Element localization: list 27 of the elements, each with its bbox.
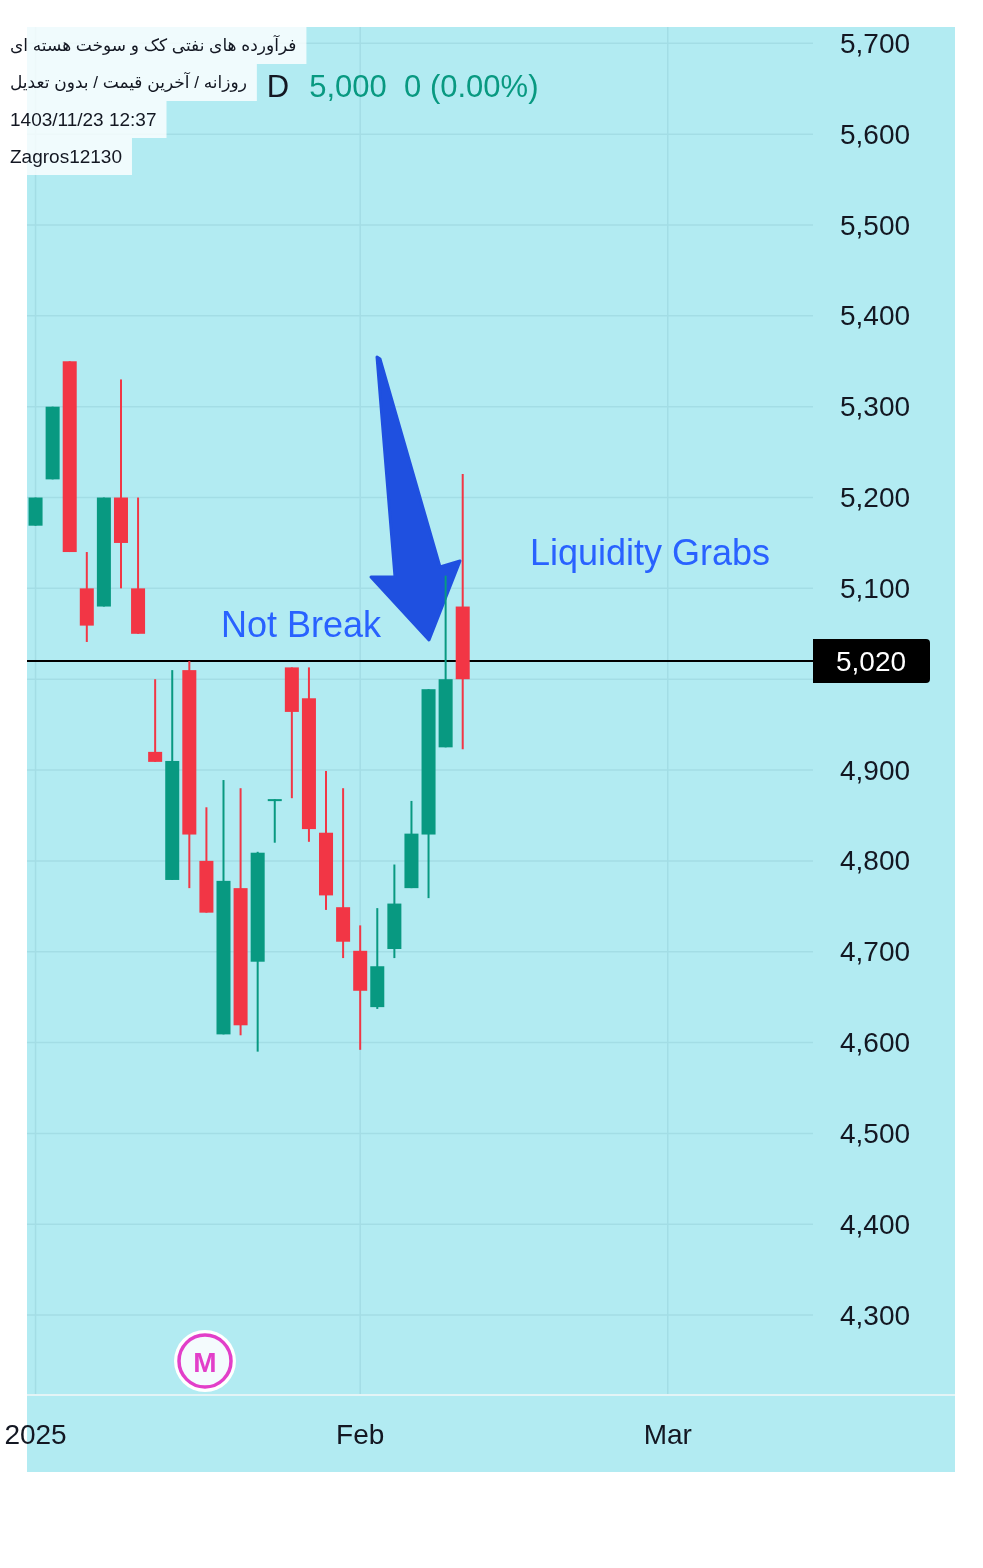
y-tick-label: 5,500 [839, 209, 911, 241]
y-tick-label: 5,600 [839, 118, 911, 150]
annotation: 1403/11/23 12:37 [10, 109, 157, 130]
y-tick-label: 4,900 [839, 754, 911, 786]
annotation: 5,000 0 (0.00%) [309, 69, 539, 104]
y-tick-label: 5,700 [839, 27, 911, 59]
annotation: D [266, 69, 290, 104]
y-tick-label: 4,300 [839, 1299, 911, 1331]
y-tick-label: 4,400 [839, 1208, 911, 1240]
y-tick-label: 5,300 [839, 391, 911, 423]
text: روزانه / آخرین قیمت / بدون تعدیل [10, 73, 247, 92]
y-tick-label: 4,600 [839, 1027, 911, 1059]
y-tick-label: 4,700 [839, 936, 911, 968]
x-tick-label: Feb [336, 1418, 385, 1450]
annotation: M [193, 1346, 217, 1378]
annotation: Liquidity Grabs [530, 531, 771, 573]
ref-line-label: 5,020 [835, 645, 907, 677]
y-tick-label: 5,100 [839, 572, 911, 604]
chart-title: فرآورده های نفتی کک و سوخت هسته ای [10, 36, 297, 55]
y-tick-label: 5,200 [839, 482, 911, 514]
y-tick-label: 4,500 [839, 1117, 911, 1149]
x-tick-label: 2025 [4, 1418, 67, 1450]
y-tick-label: 4,800 [839, 845, 911, 877]
annotation: Zagros12130 [10, 146, 122, 167]
annotation: Not Break [221, 603, 383, 645]
y-tick-label: 5,400 [839, 300, 911, 332]
x-tick-label: Mar [643, 1418, 692, 1450]
